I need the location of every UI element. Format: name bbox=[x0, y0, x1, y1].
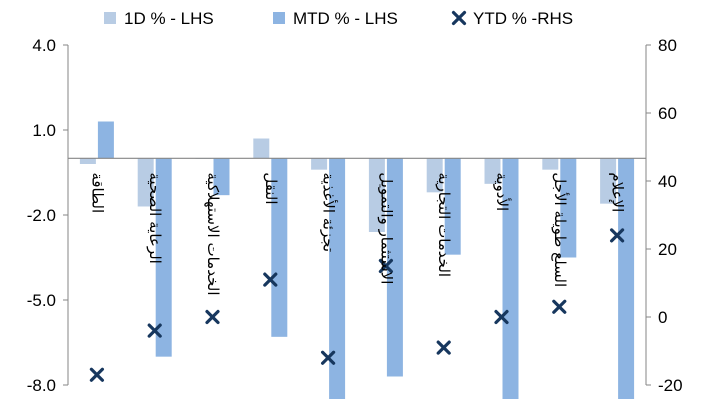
mtd-bar-3 bbox=[271, 158, 288, 337]
category-label-8: السلع طويلة الأجل bbox=[551, 172, 570, 287]
mtd-bar-4 bbox=[329, 158, 346, 399]
right-tick-label: 0 bbox=[658, 308, 667, 327]
ytd-markers bbox=[89, 228, 625, 382]
mtd-bar-5 bbox=[386, 158, 403, 377]
right-tick-label: 60 bbox=[658, 104, 677, 123]
right-tick-label: 80 bbox=[658, 36, 677, 55]
category-label-6: الخدمات التجارية bbox=[435, 172, 453, 277]
left-tick-label: 1.0 bbox=[32, 121, 56, 140]
mtd-bar-6 bbox=[444, 158, 461, 255]
category-label-2: الخدمات الاستهلاكية bbox=[204, 172, 222, 295]
category-label-9: الإعلام bbox=[609, 172, 627, 212]
ytd-marker-7 bbox=[494, 309, 509, 325]
ytd-marker-8 bbox=[552, 299, 567, 314]
1d-bar-8 bbox=[542, 158, 559, 170]
ytd-marker-2 bbox=[205, 309, 220, 325]
category-label-1: الرعاية الصحية bbox=[146, 172, 164, 264]
right-tick-label: 20 bbox=[658, 240, 677, 259]
1d-bar-0 bbox=[79, 158, 96, 164]
mtd-bar-1 bbox=[155, 158, 172, 357]
mtd-bar-7 bbox=[502, 158, 519, 399]
right-tick-label: 40 bbox=[658, 172, 677, 191]
category-labels: الطاقة الرعاية الصحية الخدمات الاستهلاكية ا… bbox=[88, 172, 626, 295]
right-tick-label: -20 bbox=[658, 376, 683, 395]
ytd-marker-3 bbox=[263, 272, 278, 287]
mtd-bar-9 bbox=[618, 158, 635, 399]
left-tick-label: -8.0 bbox=[27, 376, 56, 395]
ytd-marker-9 bbox=[609, 228, 625, 243]
category-label-3: النقل bbox=[262, 172, 280, 204]
ytd-marker-0 bbox=[89, 367, 105, 382]
1d-bar-6 bbox=[426, 158, 443, 193]
1d-bar-9 bbox=[600, 158, 617, 204]
left-tick-label: 4.0 bbox=[32, 36, 56, 55]
1d-bar-3 bbox=[253, 138, 270, 159]
ytd-marker-5 bbox=[378, 258, 393, 274]
legend-swatch-0 bbox=[104, 12, 116, 24]
mtd-bar-0 bbox=[97, 121, 114, 159]
category-label-7: الأدوية bbox=[493, 172, 512, 211]
bars bbox=[79, 121, 635, 399]
axes: 4.0 1.0 -2.0 -5.0 -8.0 80 60 40 20 0 -20 bbox=[27, 36, 683, 395]
category-label-0: الطاقة bbox=[88, 172, 106, 213]
1d-bar-7 bbox=[484, 158, 501, 184]
legend-label-2: YTD % -RHS bbox=[473, 9, 573, 28]
legend-label-1: MTD % - LHS bbox=[293, 9, 398, 28]
1d-bar-5 bbox=[368, 158, 385, 232]
legend-label-0: 1D % - LHS bbox=[124, 9, 214, 28]
left-tick-label: -2.0 bbox=[27, 206, 56, 225]
ytd-marker-1 bbox=[147, 323, 162, 338]
category-label-4: تجزئة الأغذية bbox=[320, 172, 339, 252]
legend-swatch-1 bbox=[273, 12, 285, 24]
legend-swatch-2 bbox=[451, 10, 467, 26]
1d-bar-1 bbox=[137, 158, 154, 207]
legend: 1D % - LHS MTD % - LHS YTD % -RHS bbox=[104, 9, 573, 28]
left-tick-label: -5.0 bbox=[27, 291, 56, 310]
mtd-bar-2 bbox=[213, 158, 230, 196]
1d-bar-4 bbox=[311, 158, 328, 170]
category-label-5: الاستثمار والتمويل bbox=[377, 172, 395, 284]
mtd-bar-8 bbox=[560, 158, 577, 258]
ytd-marker-4 bbox=[321, 350, 336, 365]
ytd-marker-6 bbox=[436, 340, 451, 355]
